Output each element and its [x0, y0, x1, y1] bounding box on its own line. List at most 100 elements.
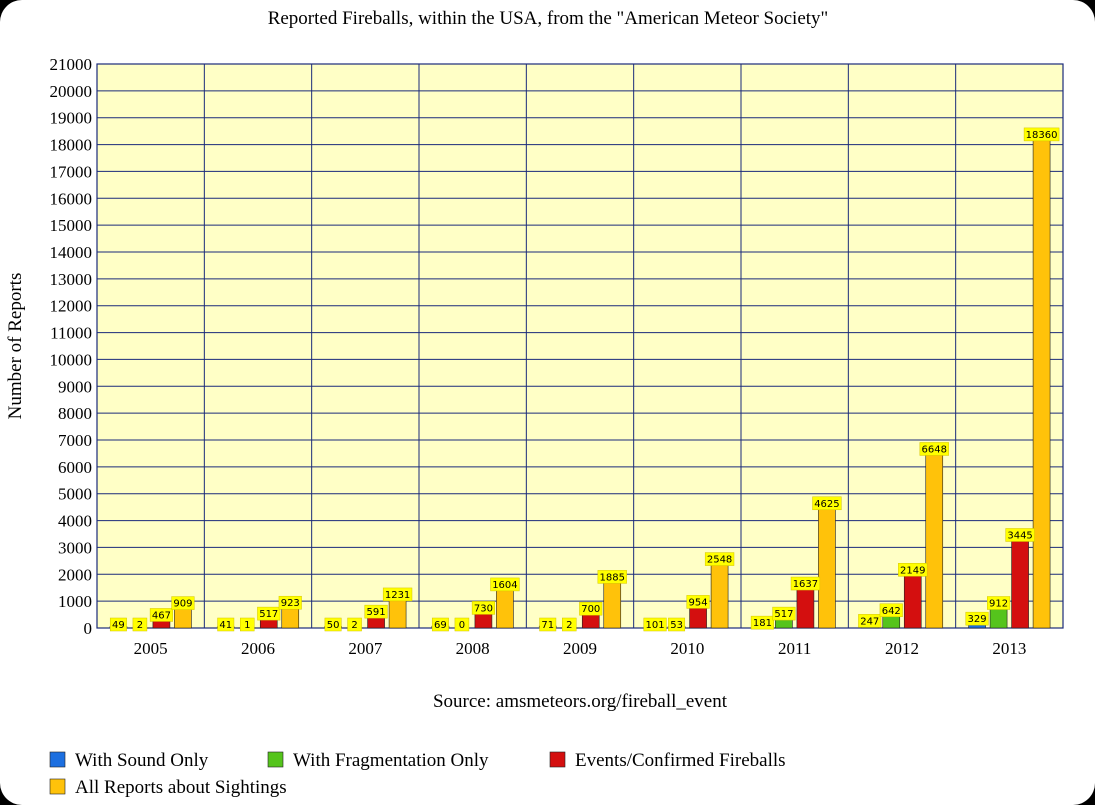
data-label: 69	[434, 620, 447, 631]
data-label-box	[431, 617, 449, 632]
data-label: 18360	[1026, 130, 1058, 141]
data-label-box	[597, 570, 627, 584]
data-label: 1231	[385, 590, 410, 601]
data-label-box	[278, 595, 302, 610]
bar	[496, 584, 514, 629]
data-label: 4625	[814, 499, 839, 510]
data-label: 2149	[900, 565, 925, 576]
data-label: 923	[281, 598, 300, 609]
data-label: 912	[989, 599, 1008, 610]
data-label: 642	[882, 606, 901, 617]
data-label: 71	[541, 620, 554, 631]
data-label-box	[454, 617, 470, 632]
data-label-box	[257, 606, 281, 621]
data-label: 3445	[1007, 530, 1032, 541]
data-label-box	[704, 552, 735, 566]
data-label: 700	[581, 604, 600, 615]
data-label-box	[643, 617, 667, 632]
data-label: 730	[474, 603, 493, 614]
y-tick-label: 12000	[50, 297, 93, 316]
y-tick-label: 13000	[50, 270, 93, 289]
data-label-box	[109, 617, 127, 632]
source-note: Source: amsmeteors.org/fireball_event	[433, 691, 728, 712]
data-label: 2	[351, 620, 357, 631]
data-label: 6648	[922, 444, 947, 455]
data-label: 467	[152, 610, 171, 621]
plot-border	[96, 63, 1064, 629]
x-axis-ticks: 2005 2006 2007 2008 2009 2010 2011 2012 2013	[134, 639, 1027, 658]
data-label: 1637	[793, 579, 818, 590]
data-label: 2548	[707, 555, 732, 566]
x-tick-label: 2008	[456, 639, 490, 658]
data-label: 517	[774, 609, 793, 620]
data-label: 909	[173, 599, 192, 610]
data-label-box	[347, 617, 362, 632]
y-tick-label: 3000	[58, 538, 92, 557]
y-tick-label: 4000	[58, 512, 92, 531]
data-label: 1885	[600, 572, 625, 583]
legend-swatch	[49, 778, 66, 795]
plot-background	[97, 64, 1063, 628]
data-label-box	[987, 596, 1011, 610]
data-label: 1	[244, 620, 250, 631]
data-label-box	[879, 603, 903, 618]
bar	[925, 449, 944, 629]
legend: With Sound Only With Fragmentation Only Ev…	[49, 750, 786, 798]
x-tick-label: 2012	[885, 639, 919, 658]
y-tick-label: 15000	[50, 216, 93, 235]
y-tick-label: 17000	[50, 162, 93, 181]
data-label: 247	[860, 616, 879, 627]
legend-swatch	[549, 751, 566, 768]
data-label-box	[382, 587, 413, 602]
data-labels: 49 41 50 69 71 101 181 247 329 2 1 2 0 2 53 517 642 912 46…	[109, 127, 1060, 632]
bar	[1011, 535, 1029, 629]
data-label-box	[790, 576, 821, 591]
data-label-box	[471, 601, 495, 615]
y-tick-label: 18000	[50, 136, 93, 155]
bar	[903, 569, 922, 629]
bar	[818, 503, 836, 629]
data-label: 954	[689, 597, 708, 608]
data-label-box	[1005, 528, 1035, 542]
data-label-box	[812, 496, 842, 511]
data-label: 0	[459, 620, 465, 631]
x-tick-label: 2007	[348, 639, 383, 658]
y-axis-label: Number of Reports	[5, 273, 26, 420]
data-label-box	[132, 617, 148, 632]
data-label-box	[965, 611, 989, 626]
data-label: 53	[670, 620, 683, 631]
legend-label: All Reports about Sightings	[75, 777, 287, 798]
data-label: 2	[566, 620, 572, 631]
y-tick-label: 11000	[50, 324, 92, 343]
data-label-box	[324, 617, 342, 632]
data-label-box	[898, 563, 928, 577]
bar	[710, 559, 729, 629]
y-tick-label: 8000	[58, 404, 92, 423]
data-label: 101	[646, 620, 665, 631]
data-label-box	[490, 577, 520, 592]
data-label-box	[171, 596, 195, 610]
x-tick-label: 2006	[241, 639, 275, 658]
data-label-box	[772, 606, 796, 621]
x-tick-label: 2011	[778, 639, 811, 658]
data-label: 2	[137, 620, 143, 631]
y-tick-label: 5000	[58, 485, 92, 504]
y-tick-label: 10000	[50, 350, 93, 369]
data-label-box	[858, 614, 882, 628]
data-label-box	[149, 608, 173, 622]
data-label-box	[750, 615, 774, 630]
bar	[603, 577, 622, 629]
y-tick-label: 7000	[58, 431, 92, 450]
data-label: 517	[259, 609, 278, 620]
legend-label: With Sound Only	[75, 750, 209, 771]
x-tick-label: 2013	[992, 639, 1026, 658]
data-label-box	[240, 617, 255, 632]
y-tick-label: 16000	[50, 189, 93, 208]
data-label: 50	[327, 620, 340, 631]
data-label: 591	[367, 607, 386, 618]
data-label-box	[579, 601, 603, 616]
data-label: 181	[753, 618, 772, 629]
chart-title: Reported Fireballs, within the USA, from…	[268, 8, 829, 29]
